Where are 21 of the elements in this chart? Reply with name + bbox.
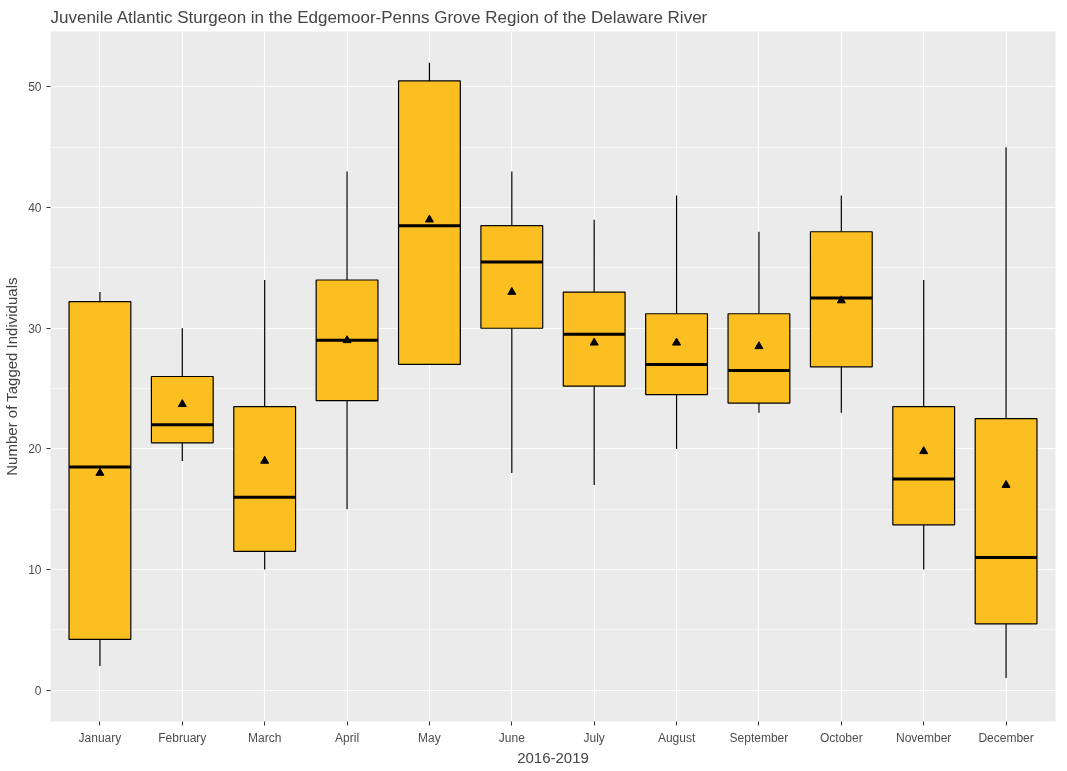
x-tick-label: June xyxy=(498,730,526,745)
x-tick-label: December xyxy=(978,730,1034,745)
x-axis-title: 2016-2019 xyxy=(517,748,589,766)
x-tick-label: February xyxy=(158,730,207,745)
x-tick-label: September xyxy=(729,730,789,745)
x-tick-label: March xyxy=(248,730,282,745)
x-tick-label: November xyxy=(896,730,952,745)
x-tick-label: April xyxy=(335,730,360,745)
x-tick-label: January xyxy=(78,730,122,745)
y-tick-label: 10 xyxy=(28,563,42,578)
y-tick-label: 50 xyxy=(28,80,42,95)
y-tick-label: 0 xyxy=(34,683,42,698)
x-tick-label: May xyxy=(418,730,441,745)
x-tick-label: July xyxy=(583,730,605,745)
y-axis-title: Number of Tagged Individuals xyxy=(3,277,21,476)
y-tick-label: 20 xyxy=(28,442,42,457)
x-tick-label: August xyxy=(657,730,696,745)
y-tick-label: 30 xyxy=(28,321,42,336)
chart-title: Juvenile Atlantic Sturgeon in the Edgemoor-Penns Grove Region of the Delaware River xyxy=(50,7,708,27)
x-tick-label: October xyxy=(819,730,863,745)
y-tick-label: 40 xyxy=(28,201,42,216)
